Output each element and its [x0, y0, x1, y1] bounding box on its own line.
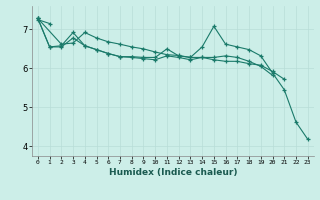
X-axis label: Humidex (Indice chaleur): Humidex (Indice chaleur): [108, 168, 237, 177]
